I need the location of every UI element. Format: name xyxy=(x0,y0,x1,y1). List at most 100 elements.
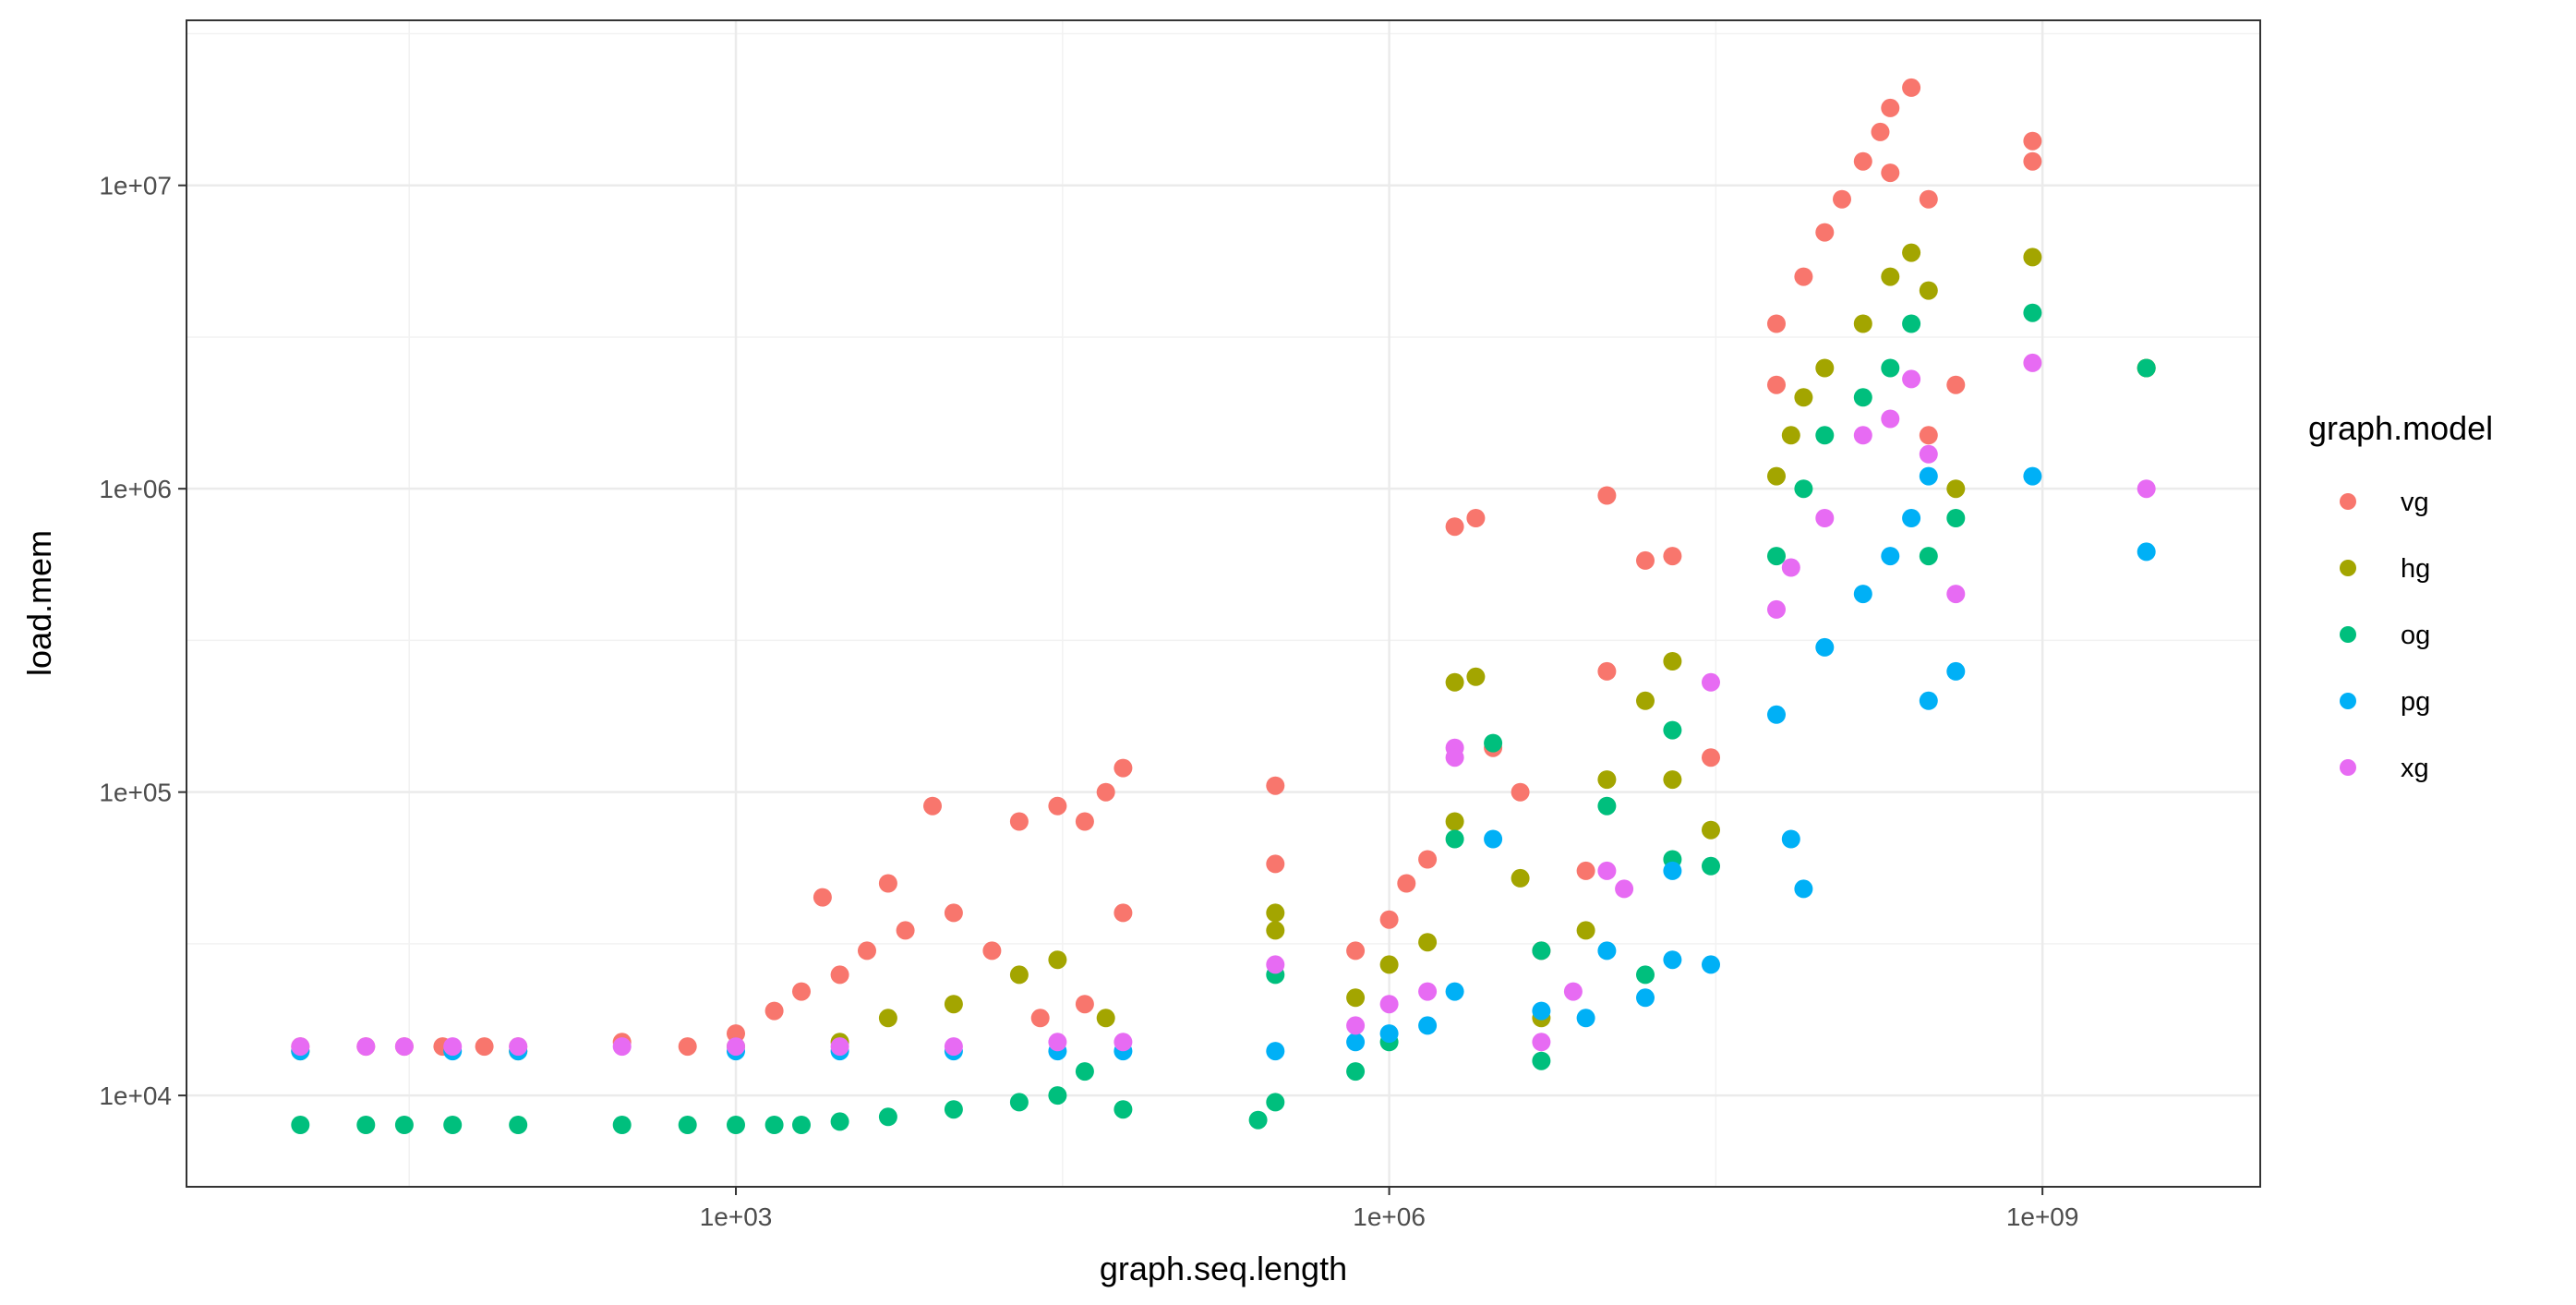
point-xg xyxy=(443,1037,463,1057)
point-xg xyxy=(1346,1016,1366,1035)
point-vg xyxy=(1881,98,1900,117)
point-og xyxy=(1946,509,1966,527)
point-xg xyxy=(1532,1033,1551,1052)
point-xg xyxy=(1418,982,1438,1001)
point-vg xyxy=(1919,189,1938,209)
y-tick-label: 1e+05 xyxy=(99,779,172,807)
point-pg xyxy=(1532,1001,1551,1021)
point-hg xyxy=(1636,691,1655,710)
point-vg xyxy=(727,1024,745,1044)
point-xg xyxy=(1815,509,1835,527)
point-vg xyxy=(1833,189,1851,209)
point-xg xyxy=(1902,369,1921,389)
point-hg xyxy=(1597,770,1617,790)
y-axis-title: load.mem xyxy=(20,530,58,676)
point-pg xyxy=(1597,941,1617,961)
point-og xyxy=(1919,547,1938,566)
point-hg xyxy=(1418,933,1438,952)
point-vg xyxy=(1075,995,1094,1014)
point-vg xyxy=(1663,547,1682,566)
point-hg xyxy=(1853,314,1872,333)
legend-label-xg: xg xyxy=(2401,754,2429,783)
point-og xyxy=(1009,1093,1029,1112)
point-vg xyxy=(830,965,849,985)
point-og xyxy=(678,1116,697,1134)
point-vg xyxy=(1418,850,1438,869)
point-vg xyxy=(1466,509,1486,527)
point-vg xyxy=(1576,861,1595,880)
legend-title: graph.model xyxy=(2308,409,2493,447)
point-og xyxy=(1702,856,1720,876)
point-og xyxy=(1815,426,1835,445)
point-og xyxy=(1597,796,1617,816)
point-pg xyxy=(1379,1024,1399,1044)
point-vg xyxy=(2023,151,2042,171)
point-hg xyxy=(1576,921,1595,940)
point-og xyxy=(1113,1100,1133,1119)
grid-lines xyxy=(187,20,2260,1187)
x-tick-label: 1e+09 xyxy=(2006,1202,2079,1231)
point-xg xyxy=(1881,409,1900,429)
point-pg xyxy=(1919,691,1938,710)
point-pg xyxy=(1418,1016,1438,1035)
point-hg xyxy=(1009,965,1029,985)
point-hg xyxy=(1663,652,1682,671)
point-vg xyxy=(1075,812,1094,831)
point-og xyxy=(1636,965,1655,985)
point-hg xyxy=(1466,667,1486,686)
point-xg xyxy=(1266,955,1285,974)
point-pg xyxy=(1663,950,1682,970)
point-og xyxy=(830,1112,849,1131)
point-vg xyxy=(792,982,811,1001)
point-og xyxy=(2137,358,2156,378)
point-vg xyxy=(1946,375,1966,394)
point-vg xyxy=(678,1037,697,1057)
point-xg xyxy=(1615,879,1634,899)
legend-key-pg xyxy=(2340,693,2356,709)
point-og xyxy=(1532,941,1551,961)
point-pg xyxy=(1781,829,1800,849)
point-xg xyxy=(2137,479,2156,499)
point-hg xyxy=(1511,868,1530,888)
point-og xyxy=(1853,388,1872,407)
point-vg xyxy=(1597,661,1617,681)
point-hg xyxy=(1266,921,1285,940)
legend-key-vg xyxy=(2340,493,2356,510)
point-xg xyxy=(2023,353,2042,372)
point-xg xyxy=(356,1037,376,1057)
point-vg xyxy=(944,903,963,923)
legend-label-og: og xyxy=(2401,621,2430,650)
point-hg xyxy=(1702,820,1720,840)
point-pg xyxy=(1946,661,1966,681)
point-pg xyxy=(1794,879,1813,899)
point-hg xyxy=(1881,267,1900,286)
point-hg xyxy=(1445,672,1464,692)
point-pg xyxy=(1445,982,1464,1001)
y-tick-label: 1e+06 xyxy=(99,475,172,503)
point-vg xyxy=(1853,151,1872,171)
point-xg xyxy=(1563,982,1583,1001)
point-xg xyxy=(509,1037,528,1057)
point-og xyxy=(1266,1093,1285,1112)
point-og xyxy=(1248,1110,1268,1130)
point-xg xyxy=(612,1037,632,1057)
point-hg xyxy=(1048,950,1067,970)
point-vg xyxy=(1702,748,1720,767)
legend-key-og xyxy=(2340,626,2356,643)
plot-border xyxy=(186,19,2261,1188)
point-vg xyxy=(1096,782,1115,802)
point-og xyxy=(792,1116,811,1134)
point-og xyxy=(1902,314,1921,333)
point-vg xyxy=(1379,910,1399,929)
legend-key-xg xyxy=(2340,759,2356,776)
point-vg xyxy=(1346,941,1366,961)
point-og xyxy=(1048,1086,1067,1106)
x-tick-label: 1e+06 xyxy=(1353,1202,1426,1231)
plot-panel xyxy=(187,20,2260,1187)
point-hg xyxy=(944,995,963,1014)
point-vg xyxy=(1815,223,1835,242)
point-pg xyxy=(1902,509,1921,527)
point-og xyxy=(1881,358,1900,378)
point-pg xyxy=(1663,861,1682,880)
